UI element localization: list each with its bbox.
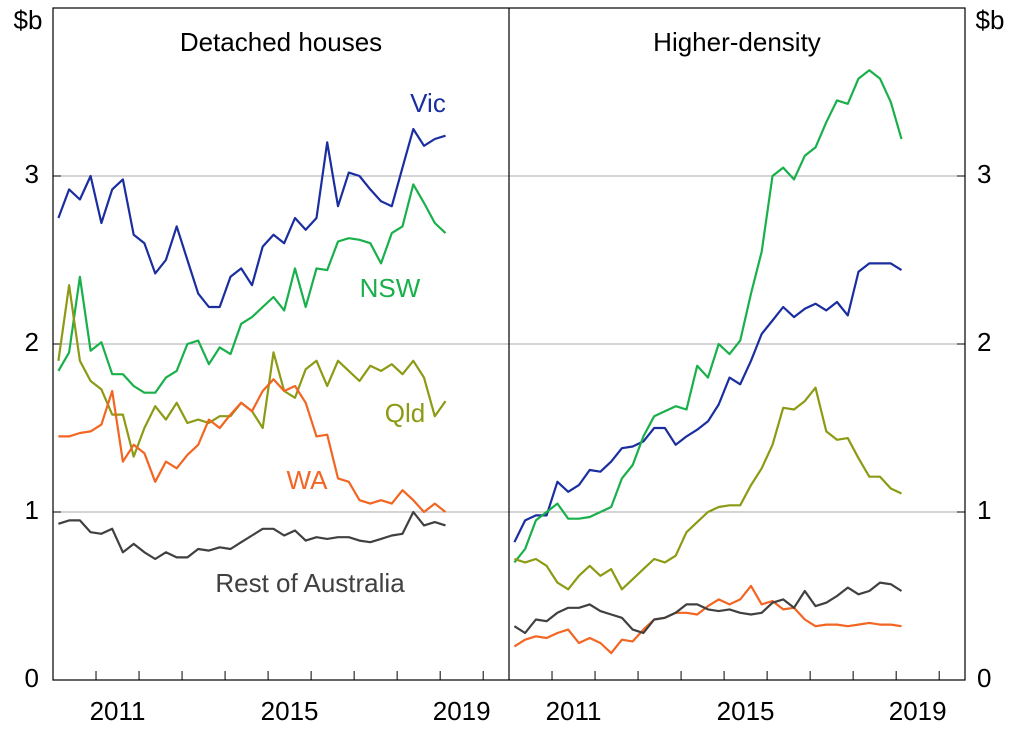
y-tick-label: 3: [25, 159, 39, 189]
x-tick-label: 2011: [90, 696, 146, 726]
y-tick-label: 2: [977, 327, 991, 357]
y-axis-unit: $b: [14, 5, 43, 35]
x-tick-label: 2019: [889, 696, 947, 726]
x-tick-label: 2015: [717, 696, 775, 726]
panel-title: Higher-density: [653, 27, 821, 57]
series-line: [513, 581, 903, 635]
series-label: NSW: [360, 273, 421, 303]
x-tick-label: 2011: [546, 696, 602, 726]
series-label: Vic: [410, 88, 446, 118]
series-line: [57, 127, 446, 309]
panel-title: Detached houses: [180, 27, 382, 57]
y-tick-label: 1: [25, 495, 39, 525]
y-tick-label: 0: [977, 663, 991, 693]
y-tick-label: 1: [977, 495, 991, 525]
series-line: [513, 584, 902, 655]
y-tick-label: 3: [977, 159, 991, 189]
series-line: [513, 69, 903, 564]
y-axis-unit: $b: [976, 5, 1005, 35]
series-line: [58, 510, 446, 561]
series-line: [57, 284, 447, 458]
series-line: [514, 386, 902, 591]
x-tick-label: 2015: [261, 696, 319, 726]
series-label: Qld: [385, 398, 425, 428]
x-tick-label: 2019: [433, 696, 491, 726]
series-label: Rest of Australia: [215, 568, 405, 598]
y-tick-label: 0: [25, 663, 39, 693]
series-line: [57, 183, 447, 394]
series-line: [513, 262, 903, 543]
series-line: [58, 378, 447, 514]
series-label: WA: [287, 465, 329, 495]
y-tick-label: 2: [25, 327, 39, 357]
